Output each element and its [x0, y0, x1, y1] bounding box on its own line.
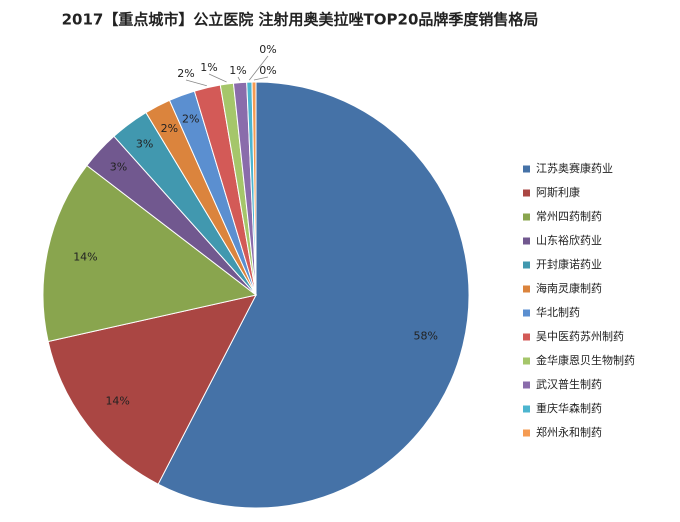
data-label: 3% [136, 137, 153, 150]
leader-line [237, 76, 241, 81]
legend-swatch [523, 261, 530, 269]
leader-line [185, 79, 207, 87]
legend-swatch [523, 213, 530, 221]
data-label: 1% [200, 61, 217, 74]
data-label: 0% [259, 64, 276, 77]
legend-label: 常州四药制药 [536, 210, 602, 223]
leader-line [253, 76, 269, 81]
legend-swatch [523, 405, 530, 413]
legend-label: 山东裕欣药业 [536, 233, 602, 247]
legend-label: 重庆华森制药 [536, 401, 602, 415]
pie-slice [251, 81, 257, 296]
legend-swatch [523, 333, 530, 341]
leader-line [208, 73, 227, 83]
pie-slice [47, 294, 257, 485]
legend-swatch [523, 189, 530, 197]
legend-label: 华北制药 [536, 305, 580, 319]
data-label: 2% [182, 112, 199, 125]
data-label: 14% [105, 395, 129, 408]
legend-label: 金华康恩贝生物制药 [536, 353, 635, 367]
legend-swatch [523, 285, 530, 293]
data-label: 0% [259, 43, 276, 56]
leader-line [248, 55, 269, 81]
legend-label: 海南灵康制药 [536, 281, 602, 295]
legend-swatch [523, 429, 530, 437]
legend-swatch [523, 237, 530, 245]
legend-swatch [523, 165, 530, 173]
data-label: 58% [413, 329, 437, 342]
legend-label: 郑州永和制药 [536, 425, 602, 439]
legend-swatch [523, 381, 530, 389]
pie-slice [42, 164, 258, 343]
pie-slice [157, 81, 470, 509]
legend-label: 江苏奥赛康药业 [536, 161, 613, 175]
legend-label: 吴中医药苏州制药 [536, 330, 624, 343]
data-label: 2% [161, 122, 178, 135]
legend-label: 武汉普生制药 [536, 377, 602, 391]
legend-label: 阿斯利康 [536, 185, 580, 199]
chart-title: 2017【重点城市】公立医院 注射用奥美拉唑TOP20品牌季度销售格局 [62, 11, 539, 29]
legend-swatch [523, 357, 530, 365]
data-label: 2% [177, 67, 194, 80]
data-label: 3% [110, 161, 127, 174]
legend-swatch [523, 309, 530, 317]
data-label: 1% [229, 64, 246, 77]
data-label: 14% [73, 250, 97, 263]
legend-label: 开封康诺药业 [536, 257, 602, 271]
